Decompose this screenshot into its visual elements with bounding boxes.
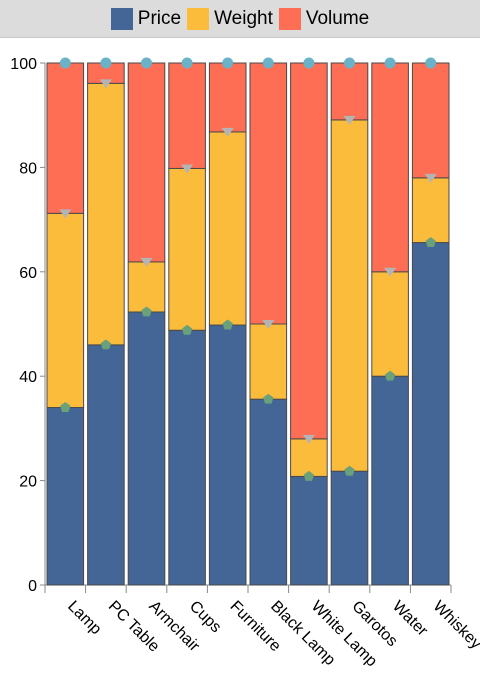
bar-segment-price	[127, 311, 166, 586]
bar-segment-volume	[411, 62, 450, 179]
marker-price	[100, 339, 112, 350]
y-tick-label: 60	[19, 265, 37, 282]
marker-volume	[344, 57, 355, 69]
marker-weight	[181, 164, 194, 174]
bar-segment-weight	[330, 119, 369, 472]
bars	[46, 62, 450, 586]
bar-segment-price	[249, 398, 288, 586]
marker-weight	[221, 127, 234, 137]
y-tick-label: 100	[10, 56, 37, 73]
bar-segment-weight	[249, 323, 288, 400]
bar-segment-price	[168, 329, 206, 586]
y-tick-label: 0	[28, 578, 37, 595]
legend-item-price[interactable]: Price	[110, 7, 182, 30]
bar-segment-volume	[371, 62, 409, 273]
legend-swatch-price	[110, 7, 133, 30]
marker-volume	[59, 57, 71, 69]
chart-legend: Price Weight Volume	[0, 0, 480, 37]
marker-price	[384, 370, 396, 381]
bar-segment-volume	[168, 62, 206, 169]
bar-segment-weight	[127, 261, 166, 313]
marker-price	[263, 393, 274, 404]
markers	[59, 57, 437, 481]
marker-volume	[141, 57, 152, 69]
legend-swatch-volume	[278, 7, 301, 30]
marker-volume	[100, 57, 112, 69]
bar-segment-weight	[371, 271, 409, 377]
marker-weight	[140, 257, 153, 267]
legend-item-volume[interactable]: Volume	[278, 7, 370, 30]
marker-volume	[303, 57, 315, 69]
marker-volume	[384, 57, 396, 69]
bar-segment-weight	[290, 438, 328, 477]
marker-weight	[99, 79, 112, 89]
bar-segment-volume	[290, 62, 328, 440]
bar-segment-price	[371, 375, 409, 586]
x-tick-label: Whiskey	[430, 598, 480, 653]
marker-price	[181, 324, 193, 335]
marker-price	[303, 470, 315, 481]
marker-price	[60, 402, 71, 412]
bar-segment-volume	[330, 62, 369, 121]
bar-segment-weight	[168, 167, 206, 331]
marker-weight	[424, 173, 437, 183]
marker-weight	[59, 209, 72, 219]
bar-segment-price	[411, 242, 450, 586]
y-tick-label: 80	[19, 160, 37, 177]
legend-label-weight: Weight	[214, 7, 273, 29]
bar-segment-volume	[249, 62, 288, 325]
bar-segment-price	[290, 475, 328, 586]
bar-segment-price	[330, 470, 369, 586]
bar-segment-volume	[208, 62, 247, 133]
bar-segment-weight	[46, 212, 85, 409]
bar-segment-weight	[208, 131, 247, 326]
marker-price	[222, 319, 233, 330]
bar-segment-weight	[411, 177, 450, 244]
marker-price	[425, 237, 436, 247]
bar-segment-price	[46, 407, 85, 586]
marker-volume	[262, 57, 274, 69]
legend-label-price: Price	[137, 7, 182, 29]
legend-item-weight[interactable]: Weight	[187, 7, 273, 30]
marker-weight	[384, 267, 397, 277]
marker-price	[344, 465, 355, 476]
bar-segment-volume	[46, 62, 85, 214]
x-tick-label: Lamp	[64, 598, 104, 638]
marker-weight	[343, 115, 356, 125]
marker-volume	[222, 57, 234, 69]
bar-segment-weight	[87, 82, 125, 346]
legend-bar	[0, 0, 480, 38]
legend-label-volume: Volume	[305, 7, 370, 29]
bar-segment-volume	[127, 62, 166, 263]
marker-volume	[181, 57, 193, 69]
x-tick-label: Cups	[186, 598, 224, 636]
bar-segment-price	[87, 344, 125, 586]
legend-swatch-weight	[187, 7, 210, 30]
marker-weight	[302, 434, 315, 444]
marker-volume	[425, 57, 437, 69]
bar-segment-price	[208, 324, 247, 586]
marker-price	[141, 306, 152, 317]
marker-weight	[262, 320, 275, 329]
y-tick-label: 20	[19, 474, 37, 491]
y-tick-label: 40	[19, 369, 37, 386]
